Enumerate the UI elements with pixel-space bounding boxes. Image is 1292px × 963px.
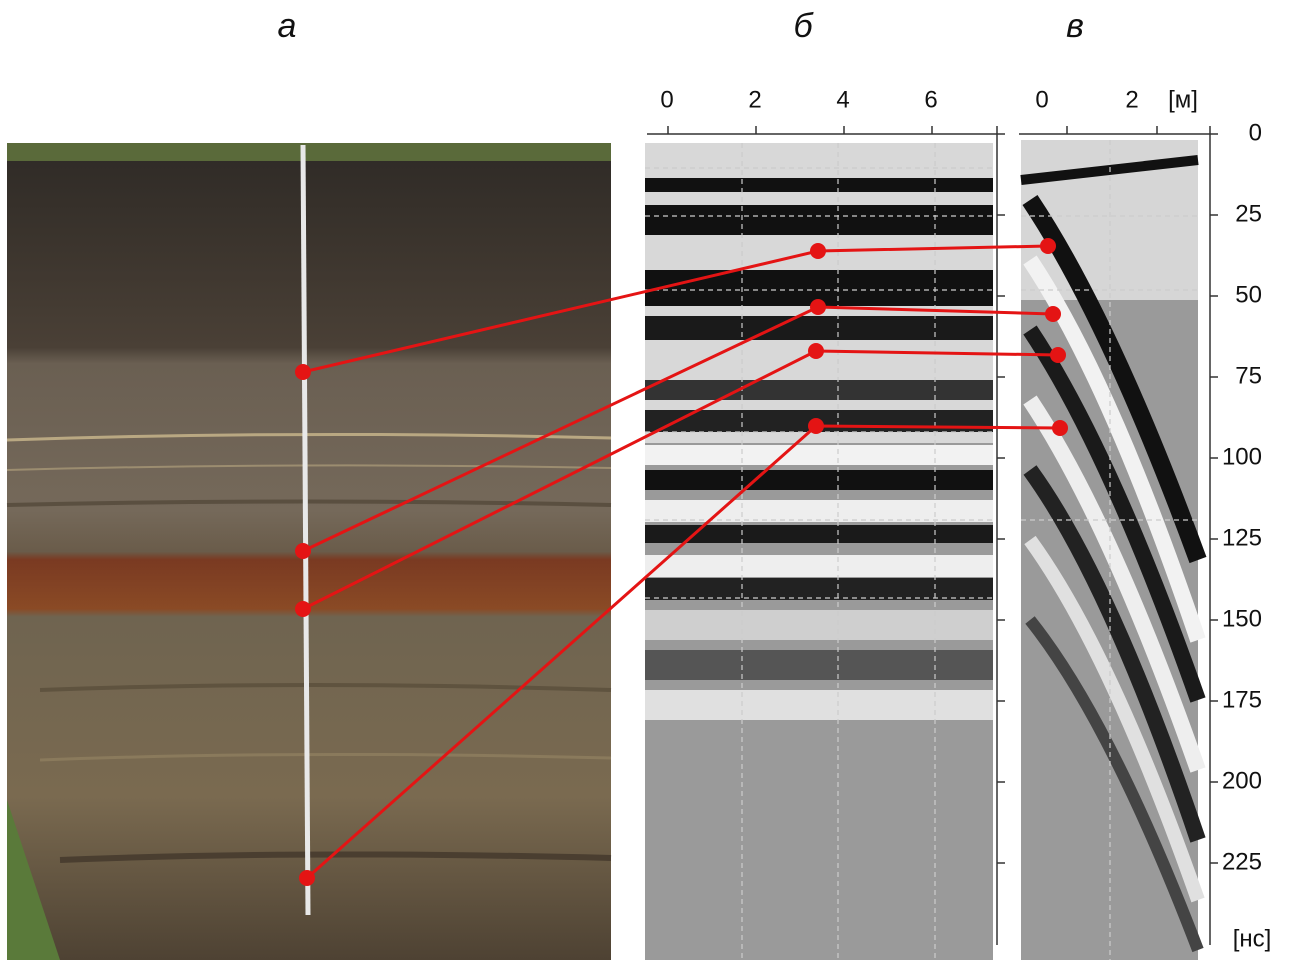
y-tick-label: 125 <box>1222 524 1262 551</box>
panel-label: в <box>1066 7 1084 45</box>
y-tick-label: 175 <box>1222 686 1262 713</box>
y-tick-label: 200 <box>1222 767 1262 794</box>
x-tick-label: 6 <box>924 86 937 113</box>
y-tick-label: 225 <box>1222 848 1262 875</box>
x-tick-label: 2 <box>1125 86 1138 113</box>
y-tick-label: 100 <box>1222 443 1262 470</box>
x-tick-label: 4 <box>836 86 849 113</box>
axis-unit: [м] <box>1168 86 1198 113</box>
y-tick-label: 0 <box>1249 119 1262 146</box>
radargram-b <box>645 143 993 960</box>
axis-unit: [нс] <box>1233 925 1272 952</box>
x-tick-label: 0 <box>1035 86 1048 113</box>
panel-label: б <box>793 7 814 45</box>
correlation-lines <box>295 238 1068 886</box>
y-tick-label: 50 <box>1235 281 1262 308</box>
y-tick-label: 75 <box>1235 362 1262 389</box>
y-tick-label: 150 <box>1222 605 1262 632</box>
y-tick-label: 25 <box>1235 200 1262 227</box>
x-tick-label: 0 <box>660 86 673 113</box>
x-tick-label: 2 <box>748 86 761 113</box>
panel-label: а <box>278 7 297 45</box>
radargram-c <box>1020 140 1207 960</box>
soil-photo <box>6 143 612 960</box>
